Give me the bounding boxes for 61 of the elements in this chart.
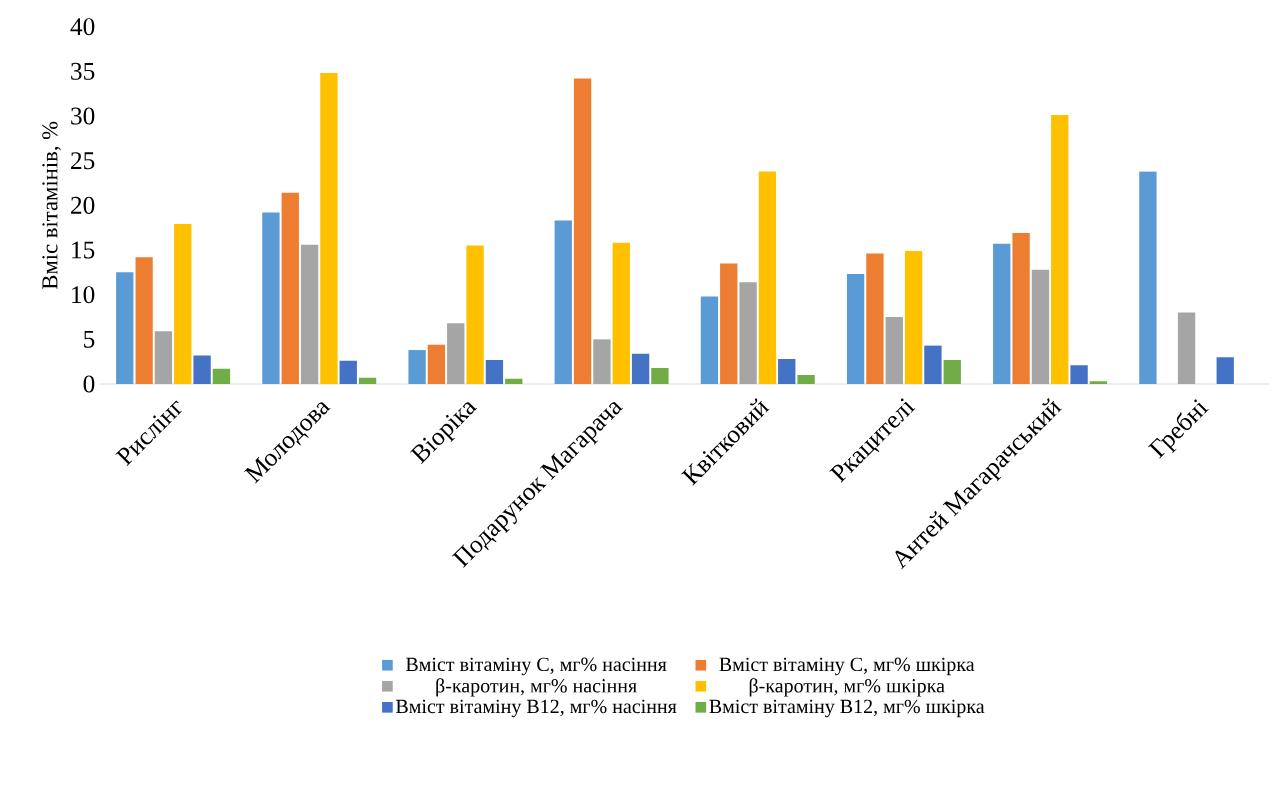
- bar: [700, 296, 719, 384]
- bar: [1177, 312, 1196, 384]
- bar: [593, 339, 611, 384]
- legend-label: Вміст вітаміну В12, мг% шкірка: [709, 699, 985, 718]
- bar: [1139, 171, 1157, 384]
- legend-label: Вміст вітаміну В12, мг% насіння: [395, 699, 677, 718]
- bar: [943, 359, 961, 384]
- legend-label: β-каротин, мг% шкірка: [749, 678, 945, 697]
- bar: [651, 367, 669, 384]
- bar: [505, 378, 523, 384]
- bar: [885, 317, 903, 384]
- bar: [135, 257, 153, 384]
- legend-label: β-каротин, мг% насіння: [436, 678, 637, 697]
- bar: [1216, 357, 1234, 384]
- y-tick-label: 40: [70, 18, 95, 36]
- y-tick-label: 20: [71, 196, 95, 214]
- bar: [758, 171, 777, 384]
- bar: [797, 375, 815, 384]
- bar: [739, 282, 757, 384]
- bar: [866, 253, 884, 384]
- bar: [300, 244, 319, 384]
- y-tick-label: 5: [84, 330, 95, 348]
- bar: [573, 78, 592, 384]
- y-tick-label: 30: [71, 107, 95, 125]
- bar: [846, 274, 865, 384]
- bar: [904, 250, 923, 384]
- bar: [612, 242, 630, 384]
- bar: [193, 355, 211, 384]
- legend-label: Вміст вітаміну С, мг% шкірка: [719, 657, 975, 676]
- y-tick-label: 0: [83, 375, 95, 393]
- bar: [116, 272, 134, 384]
- bar: [631, 353, 650, 384]
- bar: [408, 350, 426, 384]
- bar: [778, 358, 796, 384]
- bar: [485, 359, 504, 384]
- y-tick-label: 10: [72, 286, 95, 304]
- bar: [993, 243, 1011, 384]
- bar: [924, 345, 942, 384]
- bar: [554, 220, 572, 384]
- y-tick-label: 35: [71, 62, 95, 80]
- y-tick-label: 15: [72, 241, 95, 259]
- bar: [358, 377, 377, 384]
- bar: [339, 360, 357, 384]
- legend-label: Вміст вітаміну С, мг% насіння: [405, 657, 667, 676]
- bar: [1031, 269, 1050, 384]
- bar: [1070, 365, 1088, 384]
- bar: [427, 344, 446, 384]
- bar: [1089, 381, 1108, 384]
- bar: [1051, 115, 1069, 384]
- bar: [262, 212, 280, 384]
- bar: [720, 263, 738, 384]
- bar: [320, 73, 338, 384]
- bar: [154, 331, 173, 384]
- y-tick-label: 25: [71, 152, 95, 170]
- bar: [447, 323, 465, 384]
- bar: [1012, 233, 1030, 384]
- y-axis-title: Вміс вітамінів, %: [42, 121, 61, 290]
- bar: [281, 192, 299, 384]
- bar: [466, 245, 484, 384]
- bar: [212, 368, 231, 384]
- bar: [174, 224, 192, 384]
